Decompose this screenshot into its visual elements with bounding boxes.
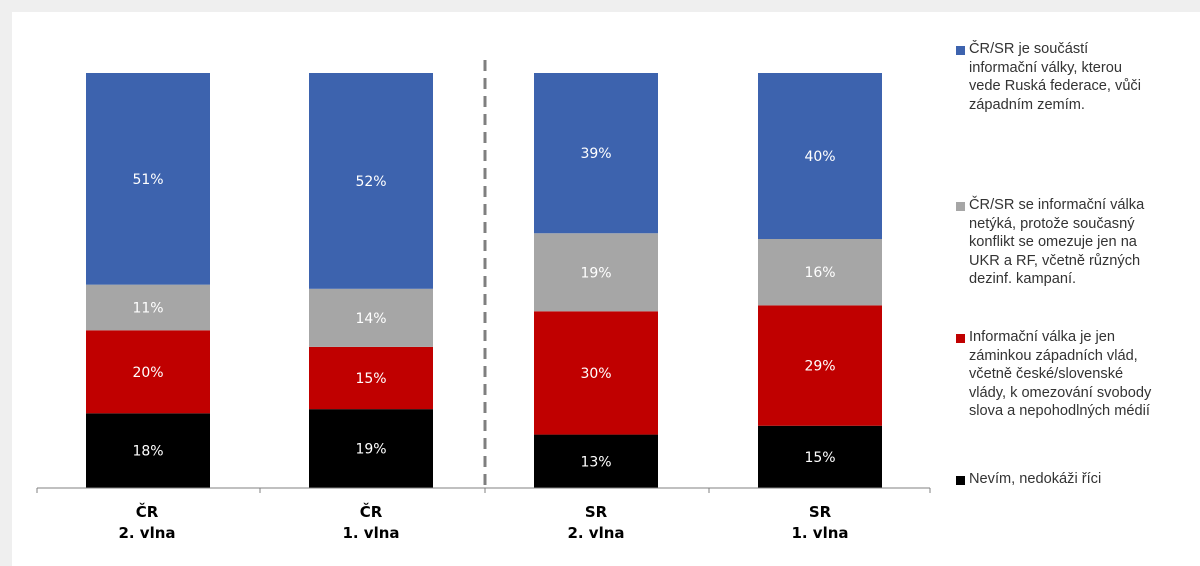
bar-segment	[534, 73, 658, 234]
category-label: SR	[585, 503, 608, 521]
legend-label: Informační válka je jen	[969, 329, 1116, 345]
bar-segment	[758, 239, 882, 306]
bar-segment	[309, 288, 433, 347]
category-label: ČR	[360, 502, 383, 521]
category-label: 2. vlna	[567, 524, 624, 542]
legend-item: ČR/SR je součástí informační války, ktero…	[956, 40, 1200, 114]
category-label: ČR	[136, 502, 159, 521]
legend-item: Nevím, nedokáži říci	[956, 470, 1200, 489]
legend-label: ČR/SR se informační válka	[969, 197, 1145, 213]
legend-swatch	[956, 476, 965, 485]
data-label: 52%	[355, 174, 386, 190]
data-label: 16%	[804, 265, 835, 281]
legend-item: Informační válka je jen záminkou západníc…	[956, 328, 1200, 421]
legend-label: UKR a RF, včetně různých	[969, 252, 1141, 269]
data-label: 15%	[355, 371, 386, 387]
legend-label: informační války, kterou	[969, 59, 1123, 76]
bar-segment	[86, 413, 210, 488]
legend-swatch	[956, 46, 965, 55]
chart-legend: ČR/SR je součástí informační války, ktero…	[956, 40, 1200, 510]
legend-label: dezinf. kampaní.	[969, 271, 1077, 288]
legend-label: včetně české/slovenské	[969, 366, 1124, 383]
legend-label: slova a nepohodlných médií	[969, 403, 1150, 420]
legend-label: záminkou západních vlád,	[969, 347, 1138, 364]
data-label: 11%	[132, 300, 163, 316]
legend-label: vede Ruská federace, vůči	[969, 78, 1141, 95]
bar-segment	[534, 233, 658, 312]
data-label: 30%	[580, 366, 611, 382]
legend-label: konflikt se omezuje jen na	[969, 234, 1137, 251]
bar-segment	[86, 330, 210, 414]
chart-frame: 18% 20% 11% 51% 19% 15% 14% 52% 13% 30% 19% 39% 15% 2…	[12, 12, 1200, 566]
legend-label: západním zemím.	[969, 96, 1085, 113]
data-label: 15%	[804, 450, 835, 466]
bar-segment	[534, 434, 658, 488]
legend-swatch	[956, 202, 965, 211]
bar-segment	[309, 73, 433, 289]
bar-segment	[309, 409, 433, 488]
bar-segment	[758, 73, 882, 239]
legend-swatch	[956, 334, 965, 343]
legend-item: ČR/SR se informační válka netýká, protože…	[956, 196, 1200, 289]
data-label: 29%	[804, 359, 835, 375]
category-label: 1. vlna	[791, 524, 848, 542]
legend-label: vlády, k omezování svobody	[969, 384, 1152, 401]
bar-segment	[534, 311, 658, 435]
bar-segment	[86, 73, 210, 285]
legend-label: Nevím, nedokáži říci	[969, 471, 1102, 487]
category-label: SR	[809, 503, 832, 521]
legend-label: ČR/SR je součástí	[969, 41, 1089, 57]
data-label: 40%	[804, 149, 835, 165]
data-label: 39%	[580, 146, 611, 162]
category-label: 2. vlna	[118, 524, 175, 542]
data-label: 20%	[132, 365, 163, 381]
data-label: 19%	[580, 265, 611, 281]
bar-segment	[86, 284, 210, 331]
data-label: 19%	[355, 442, 386, 458]
data-label: 13%	[580, 454, 611, 470]
category-label: 1. vlna	[342, 524, 399, 542]
data-label: 51%	[132, 172, 163, 188]
data-label: 18%	[132, 444, 163, 460]
stacked-bar-chart: 18% 20% 11% 51% 19% 15% 14% 52% 13% 30% 19% 39% 15% 2…	[36, 60, 931, 542]
data-label: 14%	[355, 311, 386, 327]
legend-label: netýká, protože současný	[969, 215, 1135, 232]
bar-segment	[758, 305, 882, 426]
bar-segment	[309, 346, 433, 410]
bar-segment	[758, 425, 882, 488]
